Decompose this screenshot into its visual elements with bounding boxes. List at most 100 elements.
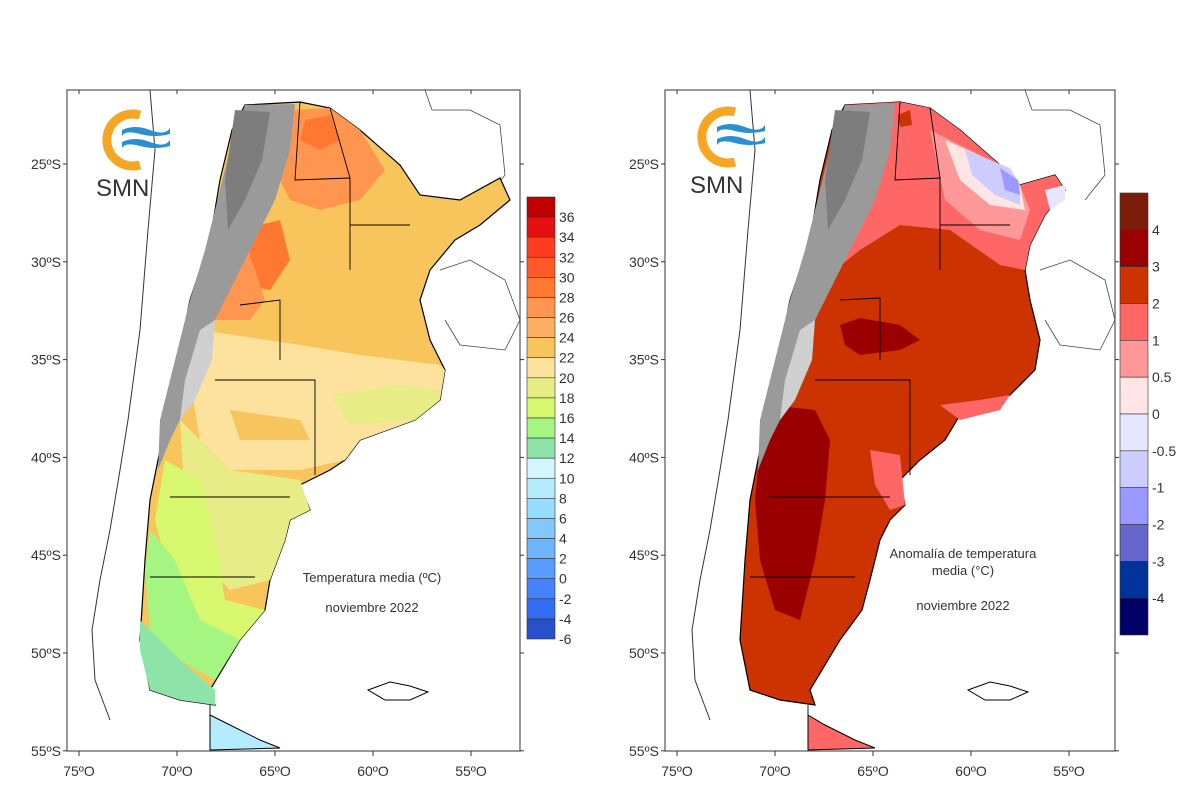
lat-tick-label: 45ºS bbox=[629, 547, 659, 563]
colorbar-label: 12 bbox=[559, 450, 575, 466]
colorbar-label: 2 bbox=[1152, 296, 1160, 312]
zone-1-2-chubut bbox=[870, 450, 905, 510]
chile-coastline bbox=[691, 89, 756, 721]
province-borders bbox=[750, 101, 1010, 750]
colorbar-swatch bbox=[1119, 597, 1149, 636]
colorbar-label: -4 bbox=[1152, 590, 1165, 606]
colorbar-swatch bbox=[1119, 340, 1149, 378]
zone-28-30 bbox=[300, 115, 340, 150]
zone-22-24-south bbox=[230, 410, 310, 440]
anomaly-map: SMN Anomalía de temperatura media (°C) n… bbox=[629, 89, 1176, 779]
anomaly-panel: SMN Anomalía de temperatura media (°C) n… bbox=[600, 0, 1200, 800]
colorbar-label: 28 bbox=[559, 289, 575, 305]
lat-tick-label: 35ºS bbox=[31, 352, 61, 368]
colorbar-swatch bbox=[526, 256, 556, 278]
province-borders bbox=[150, 101, 410, 750]
lon-tick-label: 60ºO bbox=[357, 763, 389, 779]
colorbar-swatch bbox=[526, 297, 556, 318]
uruguay-border bbox=[439, 259, 521, 351]
colorbar-swatch bbox=[1119, 376, 1149, 415]
lat-tick-label: 35ºS bbox=[629, 352, 659, 368]
lon-tick-label: 70ºO bbox=[161, 763, 193, 779]
map-title-line2: media (°C) bbox=[932, 563, 994, 578]
colorbar-swatch bbox=[1119, 303, 1149, 341]
lat-tick-label: 45ºS bbox=[31, 547, 61, 563]
colorbar-label: 32 bbox=[559, 249, 575, 265]
zone-neg1-neg05 bbox=[965, 150, 1020, 205]
smn-logo: SMN bbox=[96, 109, 170, 202]
colorbar-swatch bbox=[526, 578, 556, 600]
lon-tick-label: 60ºO bbox=[955, 763, 987, 779]
lon-tick-label: 70ºO bbox=[759, 763, 791, 779]
colorbar-label: 2 bbox=[559, 551, 567, 567]
smn-wave-icon bbox=[122, 139, 170, 148]
smn-logo-text: SMN bbox=[96, 175, 149, 202]
colorbar-label: -2 bbox=[559, 591, 572, 607]
smn-sun-icon bbox=[102, 109, 142, 171]
lat-tick-label: 30ºS bbox=[31, 254, 61, 270]
malvinas-islands bbox=[966, 681, 1030, 701]
smn-wave-icon bbox=[122, 127, 170, 136]
zone-neg2-neg1 bbox=[1000, 168, 1020, 195]
colorbar-label: 3 bbox=[1152, 259, 1160, 275]
colorbar-label: -0.5 bbox=[1152, 443, 1176, 459]
zone-12-14 bbox=[140, 620, 215, 705]
colorbar-swatch bbox=[1119, 524, 1149, 562]
uruguay-border bbox=[1039, 259, 1116, 351]
colorbar-label: 34 bbox=[559, 229, 575, 245]
colorbar-label: 0 bbox=[559, 571, 567, 587]
colorbar-swatch bbox=[526, 236, 556, 258]
map-title: Temperatura media (ºC) bbox=[303, 570, 441, 585]
smn-sun-icon bbox=[697, 106, 737, 168]
lat-tick-label: 50ºS bbox=[629, 645, 659, 661]
colorbar-swatch bbox=[526, 357, 556, 379]
colorbar-label: 16 bbox=[559, 410, 575, 426]
chile-coastline bbox=[91, 89, 156, 721]
lon-tick-label: 55ºO bbox=[1053, 763, 1085, 779]
zone-3-4-patagonia bbox=[755, 405, 830, 620]
colorbar-label: 4 bbox=[1152, 222, 1160, 238]
colorbar-label: 18 bbox=[559, 390, 575, 406]
colorbar-label: 4 bbox=[559, 531, 567, 547]
colorbar-swatch bbox=[526, 437, 556, 459]
smn-logo-text: SMN bbox=[690, 172, 743, 199]
colorbar-label: 20 bbox=[559, 370, 575, 386]
temperature-panel: SMN Temperatura media (ºC) noviembre 202… bbox=[0, 0, 600, 800]
colorbar-label: 30 bbox=[559, 269, 575, 285]
colorbar-swatch bbox=[526, 498, 556, 519]
lat-tick-label: 40ºS bbox=[31, 449, 61, 465]
colorbar-label: 0.5 bbox=[1152, 369, 1172, 385]
smn-wave-icon bbox=[717, 136, 765, 145]
temperature-map: SMN Temperatura media (ºC) noviembre 202… bbox=[31, 89, 575, 779]
colorbar-label: -4 bbox=[559, 611, 572, 627]
lat-tick-label: 55ºS bbox=[629, 743, 659, 759]
andes-high-relief bbox=[825, 110, 870, 230]
colorbar-label: -2 bbox=[1152, 517, 1165, 533]
zone-2-3-north bbox=[898, 110, 912, 127]
lon-tick-label: 65ºO bbox=[259, 763, 291, 779]
colorbar-swatch bbox=[1119, 413, 1149, 452]
colorbar-label: 8 bbox=[559, 490, 567, 506]
lat-tick-label: 30ºS bbox=[629, 254, 659, 270]
colorbar-swatch bbox=[1119, 192, 1149, 231]
colorbar-swatch bbox=[1119, 561, 1149, 599]
colorbar-swatch bbox=[526, 216, 556, 238]
colorbar-label: 36 bbox=[559, 209, 575, 225]
colorbar-swatch bbox=[1119, 450, 1149, 488]
colorbar-label: 1 bbox=[1152, 332, 1160, 348]
colorbar-swatch bbox=[526, 457, 556, 479]
colorbar-swatch bbox=[526, 337, 556, 359]
colorbar-swatch bbox=[526, 477, 556, 499]
colorbar-swatch bbox=[1119, 266, 1149, 304]
colorbar-label: 14 bbox=[559, 430, 575, 446]
zone-misiones-neg05 bbox=[1045, 185, 1065, 210]
andes-low-relief bbox=[780, 320, 815, 420]
argentina-temperature-map bbox=[91, 89, 521, 751]
lat-tick-label: 25ºS bbox=[31, 156, 61, 172]
colorbar-swatch bbox=[526, 518, 556, 539]
zone-1-2-ba bbox=[940, 395, 1010, 420]
colorbar-swatch bbox=[1119, 487, 1149, 525]
colorbar-label: -6 bbox=[559, 631, 572, 647]
